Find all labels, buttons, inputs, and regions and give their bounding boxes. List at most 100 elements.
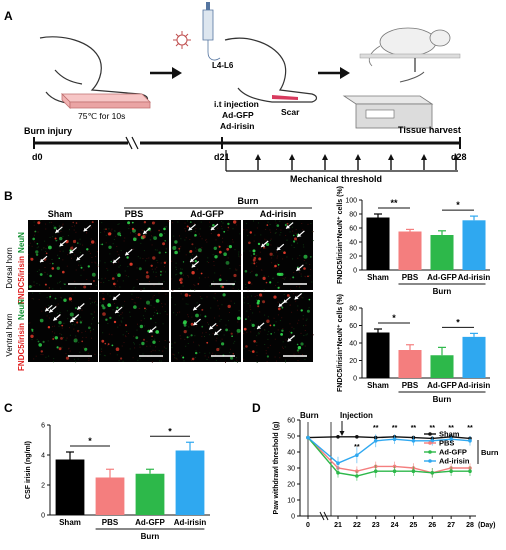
noise-speck bbox=[36, 338, 38, 340]
y-tick-label: 4 bbox=[41, 453, 45, 460]
noise-speck bbox=[279, 352, 281, 354]
noise-speck bbox=[217, 305, 219, 307]
y-tick-label: 60 bbox=[349, 226, 357, 233]
noise-speck bbox=[47, 340, 49, 342]
noise-speck bbox=[172, 353, 174, 355]
irisin-signal bbox=[273, 295, 277, 299]
noise-speck bbox=[58, 246, 60, 248]
noise-speck bbox=[184, 228, 186, 230]
noise-speck bbox=[118, 315, 120, 317]
neun-signal bbox=[31, 328, 34, 331]
noise-speck bbox=[30, 257, 31, 259]
irisin-signal bbox=[184, 293, 189, 297]
irisin-signal bbox=[206, 341, 209, 344]
noise-speck bbox=[295, 229, 297, 231]
noise-speck bbox=[256, 295, 258, 296]
noise-speck bbox=[116, 354, 118, 356]
noise-speck bbox=[97, 264, 99, 266]
noise-speck bbox=[305, 276, 307, 278]
irisin-signal bbox=[263, 246, 265, 249]
neun-signal bbox=[36, 242, 39, 245]
arrowhead-icon bbox=[115, 309, 120, 314]
noise-speck bbox=[220, 340, 222, 342]
noise-speck bbox=[221, 228, 223, 230]
noise-speck bbox=[210, 233, 212, 234]
noise-speck bbox=[207, 322, 209, 324]
noise-speck bbox=[74, 358, 75, 360]
neun-signal bbox=[49, 274, 52, 278]
noise-speck bbox=[199, 235, 201, 237]
noise-speck bbox=[285, 339, 287, 341]
noise-speck bbox=[195, 325, 197, 327]
noise-speck bbox=[127, 266, 129, 267]
noise-speck bbox=[204, 355, 206, 357]
noise-speck bbox=[153, 295, 155, 296]
noise-speck bbox=[52, 288, 54, 290]
data-point-ad-gfp bbox=[355, 474, 359, 478]
noise-speck bbox=[129, 348, 131, 350]
noise-speck bbox=[282, 346, 283, 348]
noise-speck bbox=[153, 315, 154, 317]
irisin-signal bbox=[179, 279, 182, 282]
data-point-ad-gfp bbox=[336, 471, 340, 475]
noise-speck bbox=[184, 239, 186, 241]
noise-speck bbox=[118, 266, 120, 268]
noise-speck bbox=[222, 241, 224, 243]
noise-speck bbox=[180, 293, 182, 295]
neun-signal bbox=[308, 298, 311, 301]
noise-speck bbox=[72, 294, 74, 296]
noise-speck bbox=[48, 355, 50, 357]
noise-speck bbox=[81, 332, 83, 334]
noise-speck bbox=[293, 247, 295, 248]
noise-speck bbox=[185, 345, 187, 347]
noise-speck bbox=[59, 333, 61, 335]
noise-speck bbox=[154, 338, 156, 340]
noise-speck bbox=[201, 247, 203, 249]
noise-speck bbox=[290, 289, 291, 291]
noise-speck bbox=[125, 336, 127, 338]
noise-speck bbox=[125, 275, 127, 277]
bar-ad-gfp bbox=[430, 235, 454, 270]
panel-b: B Burn Sham PBS Ad-GFP Ad-irisin Dorsal … bbox=[4, 189, 314, 371]
noise-speck bbox=[194, 335, 196, 337]
noise-speck bbox=[297, 352, 299, 354]
noise-speck bbox=[292, 230, 294, 232]
noise-speck bbox=[243, 302, 245, 304]
noise-speck bbox=[177, 221, 179, 223]
noise-speck bbox=[251, 323, 253, 325]
noise-speck bbox=[297, 305, 299, 307]
noise-speck bbox=[84, 350, 86, 352]
noise-speck bbox=[86, 232, 88, 234]
noise-speck bbox=[69, 327, 70, 329]
noise-speck bbox=[82, 337, 84, 339]
noise-speck bbox=[185, 303, 187, 305]
panel-d-letter: D bbox=[252, 401, 261, 415]
irisin-signal bbox=[230, 332, 233, 335]
noise-speck bbox=[271, 262, 273, 264]
irisin-signal bbox=[265, 281, 268, 284]
noise-speck bbox=[281, 250, 283, 252]
noise-speck bbox=[150, 351, 152, 353]
noise-speck bbox=[142, 315, 144, 317]
noise-speck bbox=[172, 289, 174, 291]
irisin-signal bbox=[115, 347, 120, 352]
noise-speck bbox=[140, 320, 142, 322]
neun-signal bbox=[59, 236, 63, 241]
noise-speck bbox=[209, 334, 211, 336]
irisin-signal bbox=[307, 275, 309, 278]
noise-speck bbox=[121, 321, 123, 323]
arrowhead-icon bbox=[278, 303, 283, 307]
irisin-signal bbox=[45, 252, 48, 255]
noise-speck bbox=[136, 267, 138, 269]
x-axis-break bbox=[319, 511, 325, 521]
noise-speck bbox=[219, 308, 221, 310]
bar-ad-irisin bbox=[175, 450, 205, 515]
neun-signal bbox=[276, 224, 280, 227]
noise-speck bbox=[166, 313, 168, 315]
noise-speck bbox=[88, 250, 90, 252]
noise-speck bbox=[214, 272, 216, 274]
noise-speck bbox=[185, 237, 187, 239]
neun-signal bbox=[160, 274, 162, 276]
noise-speck bbox=[37, 231, 39, 233]
